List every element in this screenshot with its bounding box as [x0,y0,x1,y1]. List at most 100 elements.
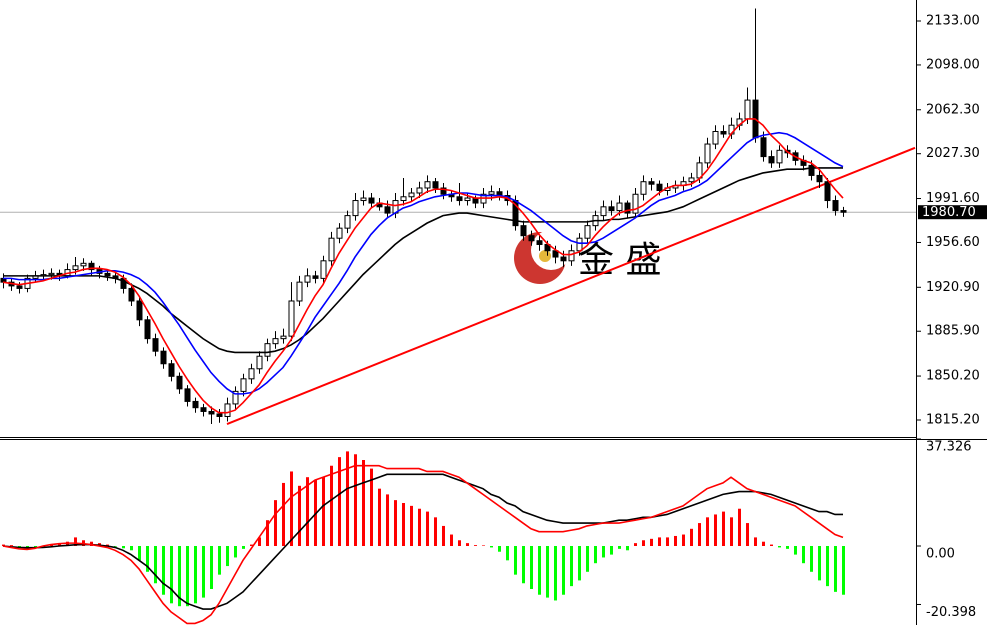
candle-body [744,99,751,120]
histogram-bar [402,502,405,546]
candle-body [352,200,359,217]
macd-line [2,473,843,610]
histogram-bar [234,545,237,558]
histogram-bar [202,545,205,598]
candle-body [384,206,391,214]
histogram-bar [298,485,301,546]
candle-body [336,227,343,239]
candle-body [440,187,447,195]
candle-body [144,319,151,340]
histogram-bar [218,545,221,575]
y-tick-label: 1956.60 [926,235,980,250]
histogram-bar [122,545,125,549]
candle-body [160,350,167,365]
candle-body [536,240,543,245]
macd-panel [2,451,845,625]
candle-body [296,281,303,302]
candle-body [304,275,311,283]
histogram-bar [578,545,581,581]
candle-body [720,130,727,135]
histogram-bar [450,534,453,546]
histogram-bar [642,540,645,546]
histogram-bar [266,520,269,546]
candle-body [688,177,695,183]
histogram-bar [818,545,821,581]
watermark-logo-dot [539,250,551,262]
y-tick-label: 1991.60 [926,191,980,206]
histogram-bar [210,545,213,589]
candle-body [648,181,655,185]
histogram-bar [618,545,621,549]
histogram-bar [434,517,437,546]
histogram-bar [274,500,277,546]
histogram-bar [10,545,13,546]
candle-body [256,355,263,370]
moving-average [3,167,843,354]
candle-body [832,200,839,212]
histogram-bar [386,494,389,546]
histogram-bar [162,545,165,595]
histogram-bar [290,471,293,546]
candle-body [184,388,191,402]
candle-body [432,181,439,189]
histogram-bar [306,477,309,546]
candle-body [272,338,279,345]
histogram-bar [58,543,61,546]
histogram-bar [506,545,509,561]
candle-body [464,197,471,202]
histogram-bar [690,528,693,546]
candle-body [128,287,135,302]
histogram-bar [570,545,573,587]
histogram-bar [514,545,517,575]
candle-body [576,237,583,252]
histogram-bar [362,460,365,546]
histogram-bar [410,505,413,546]
histogram-bar [602,545,605,558]
y-tick-label: 2062.30 [926,102,980,117]
candle-body [240,378,247,392]
histogram-bar [138,545,141,561]
y-tick-label: 1920.90 [926,280,980,295]
candle-body [328,237,335,262]
candle-body [600,206,607,217]
candle-body [768,156,775,164]
histogram-bar [378,488,381,546]
candle-body [232,390,239,405]
y-tick-label: 1850.20 [926,369,980,384]
candle-body [192,400,199,409]
histogram-bar [130,545,133,551]
candle-body [136,300,143,321]
candle-body [520,225,527,237]
candle-body [584,225,591,239]
histogram-bar [330,465,333,546]
histogram-bar [474,545,477,546]
candle-body [760,137,767,158]
histogram-bar [754,537,757,546]
candle-body [840,210,847,213]
candle-body [712,130,719,145]
y-tick-label: 0.00 [926,546,955,561]
moving-average [3,131,844,395]
candle-body [224,403,231,417]
candle-body [608,206,615,212]
histogram-bar [666,537,669,546]
candle-body [72,265,79,271]
candle-body [704,143,711,164]
histogram-bar [762,541,765,546]
histogram-bar [650,538,653,546]
y-tick-label: 1885.90 [926,324,980,339]
histogram-bar [114,545,117,547]
candle-body [560,256,567,262]
candle-body [104,272,111,277]
histogram-bar [226,545,229,567]
moving-average [2,118,844,414]
histogram-bar [442,525,445,546]
candle-body [80,262,87,267]
histogram-bar [370,468,373,546]
histogram-bar [706,517,709,546]
histogram-bar [354,454,357,546]
histogram-bar [810,545,813,572]
histogram-bar [522,545,525,584]
histogram-bar [482,545,485,546]
